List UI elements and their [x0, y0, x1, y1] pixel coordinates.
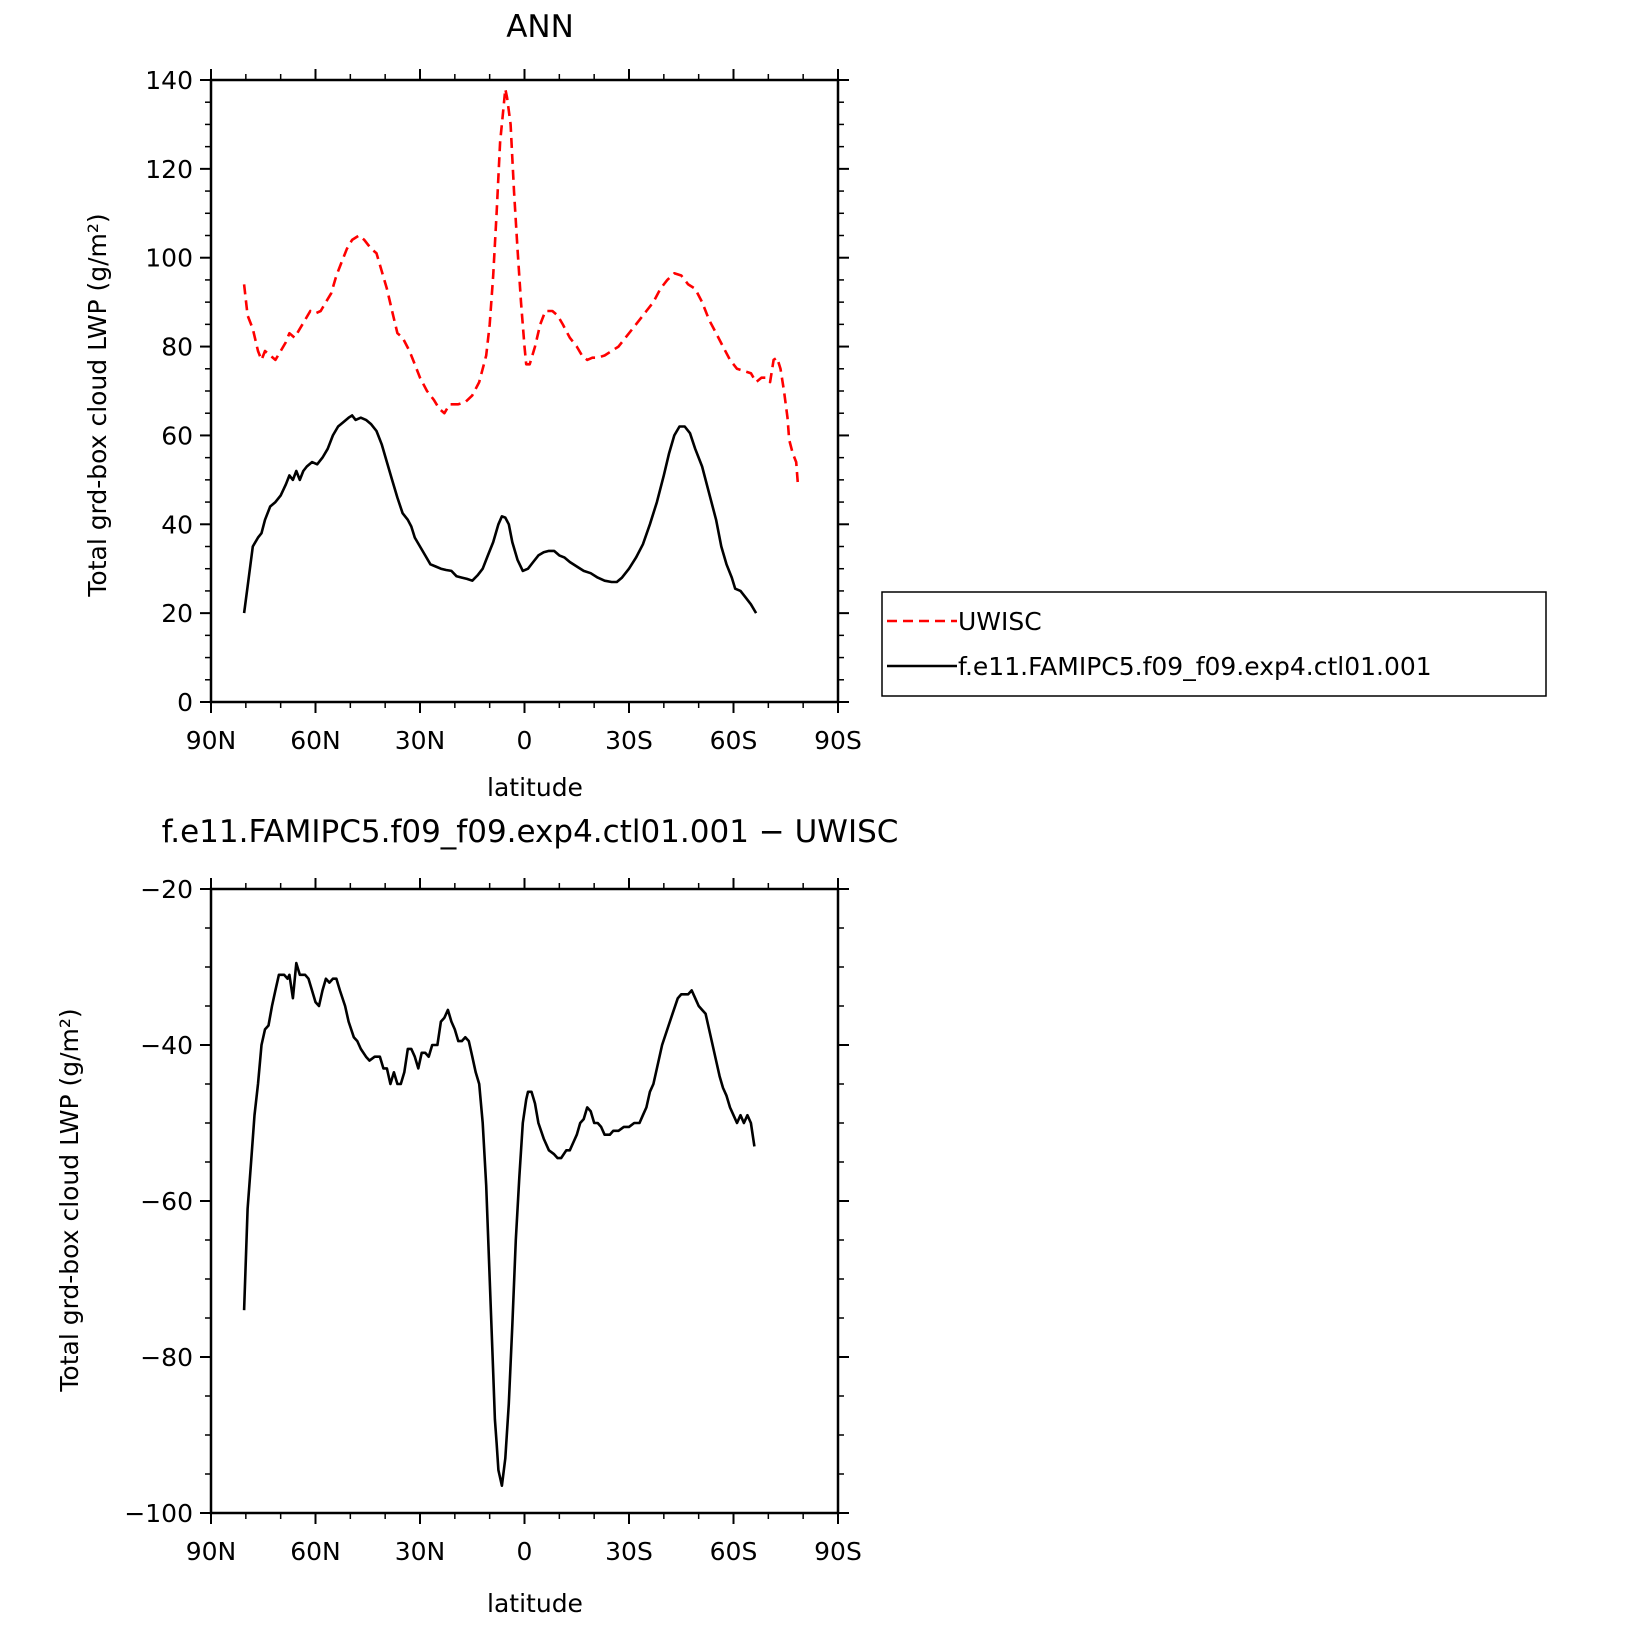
- top-series-line-0: [242, 87, 800, 485]
- bottom-y-axis-label: Total grd-box cloud LWP (g/m²): [55, 1008, 84, 1392]
- top-y-tick-label: 20: [161, 599, 193, 628]
- bottom-panel: f.e11.FAMIPC5.f09_f09.exp4.ctl01.001 − U…: [55, 814, 898, 1618]
- bottom-y-tick-label: −60: [140, 1187, 193, 1216]
- top-x-axis-label: latitude: [487, 773, 583, 802]
- legend-label-uwisc: UWISC: [958, 607, 1042, 636]
- top-x-tick-label: 30N: [395, 726, 446, 755]
- top-plot-lines: [242, 87, 800, 614]
- bottom-x-tick-label: 90S: [814, 1537, 862, 1566]
- bottom-y-tick-label: −100: [124, 1499, 193, 1528]
- top-y-tick-label: 120: [145, 155, 193, 184]
- bottom-y-tick-label: −40: [140, 1031, 193, 1060]
- bottom-y-tick-labels: −100 −80 −60 −40 −20: [124, 875, 193, 1528]
- bottom-x-axis-label: latitude: [487, 1589, 583, 1618]
- bottom-x-tick-label: 0: [517, 1537, 533, 1566]
- top-y-axis-label: Total grd-box cloud LWP (g/m²): [83, 213, 112, 597]
- top-plot-frame: [209, 78, 840, 704]
- top-y-tick-labels: 0 20 40 60 80 100 120 140: [145, 66, 193, 717]
- legend: UWISC f.e11.FAMIPC5.f09_f09.exp4.ctl01.0…: [881, 591, 1547, 697]
- bottom-axis-ticks: [200, 878, 849, 1524]
- top-x-tick-label: 0: [517, 726, 533, 755]
- top-y-tick-label: 80: [161, 333, 193, 362]
- top-axis-ticks: [200, 69, 849, 713]
- top-y-tick-label: 40: [161, 510, 193, 539]
- bottom-y-tick-label: −80: [140, 1343, 193, 1372]
- bottom-chart-title: f.e11.FAMIPC5.f09_f09.exp4.ctl01.001 − U…: [162, 814, 899, 850]
- bottom-series-line-0: [242, 961, 756, 1487]
- top-x-tick-label: 90N: [186, 726, 237, 755]
- legend-label-model: f.e11.FAMIPC5.f09_f09.exp4.ctl01.001: [958, 652, 1432, 681]
- legend-box: [881, 591, 1547, 697]
- bottom-x-tick-label: 90N: [186, 1537, 237, 1566]
- top-y-tick-label: 140: [145, 66, 193, 95]
- bottom-x-tick-label: 30S: [605, 1537, 653, 1566]
- bottom-x-tick-label: 60N: [290, 1537, 341, 1566]
- bottom-plot-frame: [209, 887, 840, 1515]
- top-x-tick-labels: 90N 60N 30N 0 30S 60S 90S: [186, 726, 862, 755]
- top-x-tick-label: 60S: [710, 726, 758, 755]
- top-series-line-1: [242, 414, 758, 614]
- top-y-tick-label: 60: [161, 421, 193, 450]
- top-y-tick-label: 100: [145, 244, 193, 273]
- top-chart-title: ANN: [506, 9, 574, 45]
- top-x-tick-label: 30S: [605, 726, 653, 755]
- top-x-tick-label: 60N: [290, 726, 341, 755]
- bottom-x-tick-label: 60S: [710, 1537, 758, 1566]
- bottom-x-tick-labels: 90N 60N 30N 0 30S 60S 90S: [186, 1537, 862, 1566]
- bottom-x-tick-label: 30N: [395, 1537, 446, 1566]
- top-x-tick-label: 90S: [814, 726, 862, 755]
- bottom-plot-lines: [242, 961, 756, 1487]
- top-y-tick-label: 0: [177, 688, 193, 717]
- bottom-y-tick-label: −20: [140, 875, 193, 904]
